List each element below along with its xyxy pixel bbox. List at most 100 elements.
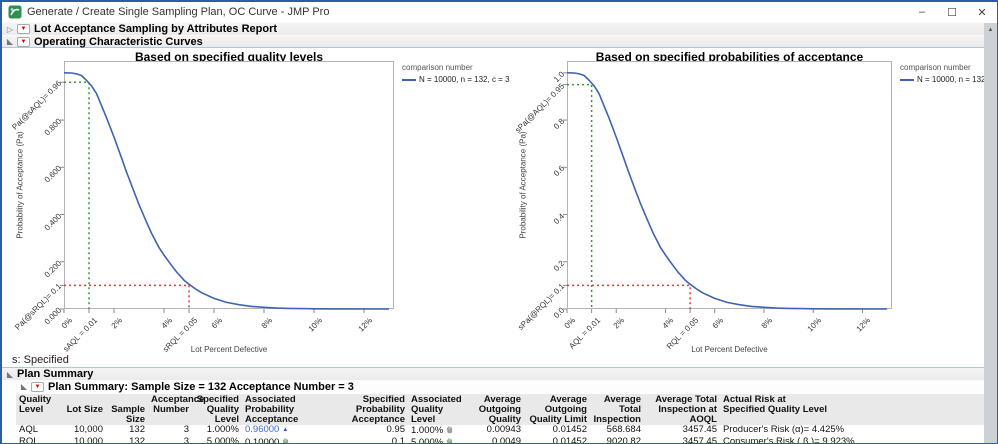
col-header: Acceptance Number [151,394,205,415]
table-cell: 3 [183,424,189,435]
legend-entry-label: N = 10000, n = 132, c = 3 [419,75,510,84]
col-header: Average Total Inspection at AOQL [655,394,717,425]
plan-row-AQL: AQL 10,000 132 3 1.000% 0.96000 ▲ 0.95 1.000% 0.0… [16,425,997,437]
table-cell: 1.000% [206,424,239,435]
legend: comparison number N = 10000, n = 132, c =… [402,63,510,84]
editable-value[interactable]: 0.96000 [245,424,280,435]
table-cell: Consumer's Risk ( β )= 9.923% [723,436,855,444]
table-cell: 1.000% [408,425,464,437]
col-header: Average Outgoing Quality Limit [529,394,587,425]
table-cell: 3457.45 [682,436,717,444]
plan-row-RQL: RQL 10,000 132 3 5.000% 0.10000 0.1 5.000% 0.004… [16,436,997,444]
series-line-swatch [900,78,914,81]
legend-entry[interactable]: N = 10000, n = 132, c = 3 [900,75,997,84]
vertical-scrollbar[interactable]: ▲ [984,23,997,443]
col-header: Associated Probability Acceptance [245,394,299,425]
oc-chart-quality-levels: Based on specified quality levels Probabi… [2,48,986,354]
plan-summary-subheader-label: Plan Summary: Sample Size = 132 Acceptan… [48,380,354,393]
table-cell: 3457.45 [682,424,717,435]
x-tick-label: 4% [661,315,676,331]
col-header: Actual Risk at Specified Quality Level [723,394,828,415]
report-outline-header: ▷ ▼ Lot Acceptance Sampling by Attribute… [2,22,986,35]
x-tick-label: 8% [759,315,775,331]
plan-summary-table: Quality Level Lot Size Sample Size Accepta… [16,394,997,444]
value-text: 1.000% [411,425,444,436]
chart-title: Based on specified probabilities of acce… [595,50,864,64]
table-cell: RQL [19,436,39,444]
legend-title: comparison number [900,63,971,72]
table-cell: 10,000 [73,436,103,444]
title-bar: Generate / Create Single Sampling Plan, … [2,2,997,22]
col-header: Sample Size [111,404,145,425]
oc-curve-plot[interactable] [56,61,402,317]
table-cell: Producer's Risk (α)= 4.425% [723,424,845,435]
table-cell: 0.10000 [242,437,318,444]
table-cell: 132 [129,436,145,444]
x-tick-label: 0% [562,315,578,331]
hand-icon [446,425,454,437]
oc-outline-header: ◣ ▼ Operating Characteristic Curves [2,35,986,48]
value-text: 0.10000 [245,437,280,444]
x-tick-label: 12% [854,315,873,334]
plan-summary-outline-header: ◣ Plan Summary [2,367,986,380]
up-triangle-icon[interactable]: ▲ [282,427,289,433]
col-header: Average Outgoing Quality [478,394,521,425]
x-tick-label: 6% [710,315,725,331]
legend-title: comparison number [402,63,473,72]
red-triangle-menu-icon[interactable]: ▼ [31,381,44,392]
expand-triangle-icon[interactable]: ◣ [20,382,28,391]
hand-icon [446,437,454,443]
table-cell: 9020.82 [606,436,641,444]
legend: comparison number N = 10000, n = 132, c =… [900,63,997,84]
scroll-up-icon[interactable]: ▲ [987,26,994,33]
y-axis-label: Probability of Acceptance (Pa) [518,131,528,239]
x-tick-label: 2% [611,315,627,331]
window-title: Generate / Create Single Sampling Plan, … [27,6,330,18]
legend-entry-label: N = 10000, n = 132, c = 3 [917,75,997,84]
collapse-triangle-icon[interactable]: ▷ [6,24,14,34]
table-cell: 5.000% [206,436,239,444]
col-header: Associated Quality Level [411,394,462,425]
x-axis-label: Lot Percent Defective [190,345,268,354]
table-cell: 10,000 [73,424,103,435]
x-tick-label: 10% [805,315,824,334]
plan-summary-subheader: ◣ ▼ Plan Summary: Sample Size = 132 Acce… [2,380,997,393]
series-line-swatch [402,78,416,81]
table-cell: 0.01452 [552,424,587,435]
col-header: Average Total Inspection [593,394,641,425]
table-header-row: Quality Level Lot Size Sample Size Accepta… [16,394,997,425]
minimize-icon[interactable]: – [918,6,926,18]
report-header-label: Lot Acceptance Sampling by Attributes Re… [34,23,278,35]
table-cell: 0.00943 [486,424,521,435]
table-cell: 0.01452 [552,436,587,444]
oc-curve-plot[interactable] [559,61,900,317]
jmp-app-icon [8,5,22,19]
value-text: 5.000% [411,437,444,444]
close-icon[interactable]: ✕ [977,6,987,19]
table-cell: 132 [129,424,145,435]
oc-charts-area: Based on specified quality levels Probabi… [2,48,997,354]
chart-title: Based on specified quality levels [134,50,324,64]
table-cell: 0.95 [386,424,406,435]
table-cell: 0.96000 ▲ [242,425,318,437]
red-triangle-menu-icon[interactable]: ▼ [17,36,30,47]
table-cell: 5.000% [408,437,464,444]
col-header: Specified Probability Acceptance [351,394,405,425]
table-cell: 0.0049 [491,436,521,444]
red-triangle-menu-icon[interactable]: ▼ [17,24,30,34]
table-cell: 568.684 [606,424,641,435]
table-cell: 0.1 [391,436,405,444]
expand-triangle-icon[interactable]: ◣ [6,369,14,379]
table-cell: AQL [19,424,39,435]
col-header: Quality Level [19,394,52,415]
s-specified-note: s: Specified [12,354,69,366]
expand-triangle-icon[interactable]: ◣ [6,37,14,46]
hand-icon [282,437,290,443]
maximize-icon[interactable]: ☐ [947,6,957,19]
oc-chart-probabilities: Based on specified probabilities of acce… [2,48,997,354]
table-cell: 3 [183,436,189,444]
col-header: Specified Quality Level [196,394,239,425]
legend-entry[interactable]: N = 10000, n = 132, c = 3 [402,75,510,84]
col-header: Lot Size [66,404,103,415]
